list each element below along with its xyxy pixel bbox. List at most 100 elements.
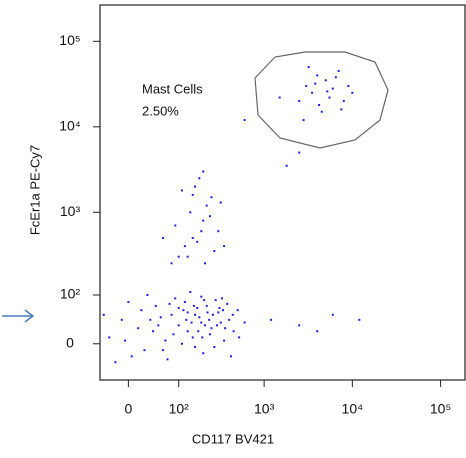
event-dot	[108, 336, 111, 339]
event-dot	[219, 321, 222, 324]
event-dot	[205, 304, 208, 307]
event-dot	[143, 349, 146, 352]
event-dot	[316, 330, 319, 333]
event-dot	[203, 299, 206, 302]
event-dot	[211, 313, 214, 316]
y-tick-label: 0	[66, 334, 74, 350]
event-dot	[214, 299, 217, 302]
event-dot	[278, 96, 281, 99]
event-dot	[205, 204, 208, 207]
event-dot	[174, 224, 177, 227]
event-dot	[191, 236, 194, 239]
event-dot	[202, 352, 205, 355]
event-dot	[337, 69, 340, 72]
event-dot	[302, 119, 305, 122]
event-dot	[185, 318, 188, 321]
event-dot	[186, 255, 189, 258]
event-dot	[166, 358, 169, 361]
event-dot	[182, 309, 185, 312]
event-dot	[120, 318, 123, 321]
event-dot	[203, 262, 206, 265]
event-dot	[298, 324, 301, 327]
event-dot	[177, 306, 180, 309]
event-dot	[159, 316, 162, 319]
event-dot	[170, 262, 173, 265]
event-dot	[216, 324, 219, 327]
event-dot	[219, 201, 222, 204]
event-dot	[189, 211, 192, 214]
event-dot	[316, 74, 319, 77]
event-dot	[311, 91, 314, 94]
event-dot	[320, 110, 323, 113]
event-dot	[340, 108, 343, 111]
event-dot	[183, 245, 186, 248]
event-dot	[210, 327, 213, 330]
event-dot	[331, 313, 334, 316]
event-dot	[213, 250, 216, 253]
event-dot	[298, 151, 301, 154]
event-dot	[194, 345, 197, 348]
event-dot	[186, 311, 189, 314]
event-dot	[307, 66, 310, 69]
event-dot	[157, 324, 160, 327]
event-dot	[334, 76, 337, 79]
event-dot	[130, 355, 133, 358]
event-dot	[324, 79, 327, 82]
event-dot	[210, 196, 213, 199]
event-dot	[347, 85, 350, 88]
event-dot	[194, 313, 197, 316]
event-dot	[124, 339, 127, 342]
event-dot	[186, 330, 189, 333]
event-dot	[114, 361, 117, 364]
y-tick-label: 10³	[60, 203, 81, 219]
event-dot	[180, 189, 183, 192]
event-dot	[140, 309, 143, 312]
event-dot	[298, 100, 301, 103]
event-dot	[222, 309, 225, 312]
event-dot	[200, 321, 203, 324]
event-dot	[154, 304, 157, 307]
event-dot	[146, 294, 149, 297]
event-dot	[217, 230, 220, 233]
event-dot	[192, 304, 195, 307]
event-dot	[226, 302, 229, 305]
event-dot	[203, 324, 206, 327]
y-tick-label: 10⁵	[59, 32, 80, 48]
event-dot	[231, 313, 234, 316]
event-dot	[196, 306, 199, 309]
event-dot	[224, 327, 227, 330]
event-dot	[189, 290, 192, 293]
x-tick-label: 0	[124, 401, 132, 417]
event-dot	[170, 313, 173, 316]
x-tick-label: 10⁵	[430, 401, 451, 417]
event-dot	[230, 355, 233, 358]
event-dot	[202, 170, 205, 173]
event-dot	[228, 318, 231, 321]
y-axis-label: FcEr1a PE-Cy7	[27, 145, 42, 235]
event-dot	[206, 311, 209, 314]
event-dot	[208, 215, 211, 218]
event-dot	[318, 103, 321, 106]
event-dot	[202, 219, 205, 222]
pointer-arrow	[2, 309, 35, 323]
event-dot	[331, 87, 334, 90]
event-dot	[152, 330, 155, 333]
plot-frame	[99, 4, 466, 381]
gate-name: Mast Cells	[142, 81, 203, 96]
event-dot	[243, 321, 246, 324]
event-dot	[164, 339, 167, 342]
event-dot	[191, 193, 194, 196]
event-dot	[358, 318, 361, 321]
event-dot	[238, 336, 241, 339]
event-dot	[177, 255, 180, 258]
event-dot	[172, 333, 175, 336]
x-tick-label: 10²	[169, 401, 190, 417]
event-dot	[201, 336, 204, 339]
event-dot	[213, 345, 216, 348]
event-dot	[326, 90, 329, 93]
event-dot	[236, 309, 239, 312]
event-dot	[314, 82, 317, 85]
event-dot	[149, 318, 152, 321]
y-tick-label: 10²	[60, 286, 81, 302]
gate-percent: 2.50%	[142, 103, 179, 118]
